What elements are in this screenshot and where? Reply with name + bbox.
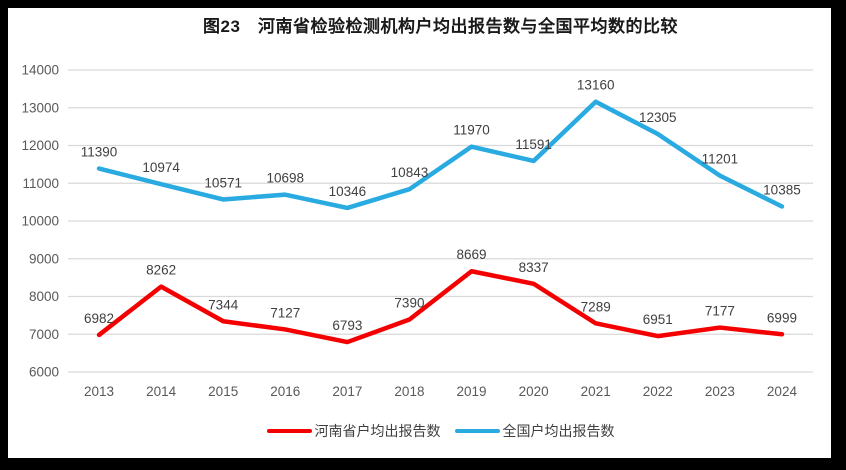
frame-border-bottom — [0, 458, 846, 470]
y-axis-tick-label: 6000 — [29, 365, 59, 380]
y-axis-tick-label: 7000 — [29, 327, 59, 342]
legend-item-henan: 河南省户均出报告数 — [266, 421, 441, 441]
data-label-national: 12305 — [639, 110, 677, 125]
frame-border-top — [0, 0, 846, 8]
data-label-henan: 6999 — [767, 310, 797, 325]
x-axis-tick-label: 2021 — [581, 384, 611, 399]
data-label-henan: 6793 — [332, 318, 362, 333]
y-axis-tick-label: 12000 — [21, 138, 59, 153]
data-label-henan: 7177 — [705, 304, 735, 319]
x-axis-tick-label: 2024 — [767, 384, 798, 399]
data-label-national: 10698 — [267, 171, 305, 186]
y-axis-tick-label: 14000 — [21, 63, 59, 78]
legend-label-national: 全国户均出报告数 — [502, 423, 615, 439]
y-axis-tick-label: 11000 — [22, 176, 59, 191]
x-axis-tick-label: 2017 — [332, 384, 362, 399]
chart-title: 图23 河南省检验检测机构户均出报告数与全国平均数的比较 — [203, 17, 678, 36]
x-axis-tick-label: 2019 — [457, 384, 487, 399]
y-axis-tick-label: 10000 — [21, 214, 59, 229]
x-axis-tick-label: 2014 — [146, 384, 177, 399]
series-line-national — [96, 99, 785, 211]
data-label-national: 11591 — [515, 137, 552, 152]
data-label-henan: 7127 — [270, 305, 300, 320]
x-axis-tick-label: 2015 — [208, 384, 238, 399]
data-label-national: 11201 — [702, 152, 739, 167]
data-label-henan: 6982 — [84, 311, 114, 326]
frame-border-right — [831, 0, 846, 470]
x-axis-tick-label: 2018 — [394, 384, 424, 399]
data-label-national: 10571 — [204, 175, 242, 190]
y-axis-tick-label: 8000 — [29, 289, 59, 304]
frame-border-left — [0, 0, 8, 470]
data-label-henan: 8262 — [146, 263, 176, 278]
data-label-henan: 7344 — [208, 297, 239, 312]
data-label-henan: 7289 — [581, 299, 611, 314]
x-axis-tick-label: 2022 — [643, 384, 673, 399]
y-axis-tick-label: 9000 — [29, 251, 59, 266]
legend-label-henan: 河南省户均出报告数 — [314, 423, 441, 439]
data-label-national: 10843 — [391, 165, 429, 180]
data-label-national: 11390 — [81, 145, 118, 160]
x-axis-tick-label: 2023 — [705, 384, 735, 399]
data-label-national: 13160 — [577, 78, 615, 93]
data-label-national: 11970 — [453, 123, 490, 138]
data-label-national: 10974 — [142, 160, 180, 175]
data-label-henan: 8337 — [519, 260, 549, 275]
y-axis-tick-label: 13000 — [21, 100, 59, 115]
x-axis-tick-label: 2013 — [84, 384, 114, 399]
data-label-henan: 8669 — [457, 247, 487, 262]
x-axis-tick-label: 2020 — [519, 384, 549, 399]
data-label-national: 10346 — [329, 184, 367, 199]
series-line-henan — [96, 268, 785, 345]
x-axis-tick-label: 2016 — [270, 384, 300, 399]
legend-swatch-national-icon — [454, 428, 500, 434]
data-label-national: 10385 — [763, 182, 801, 197]
data-label-henan: 7390 — [394, 296, 424, 311]
legend-swatch-henan-icon — [266, 428, 312, 434]
legend-item-national: 全国户均出报告数 — [454, 421, 615, 441]
chart-legend: 河南省户均出报告数 全国户均出报告数 — [68, 421, 813, 441]
data-label-henan: 6951 — [643, 312, 673, 327]
